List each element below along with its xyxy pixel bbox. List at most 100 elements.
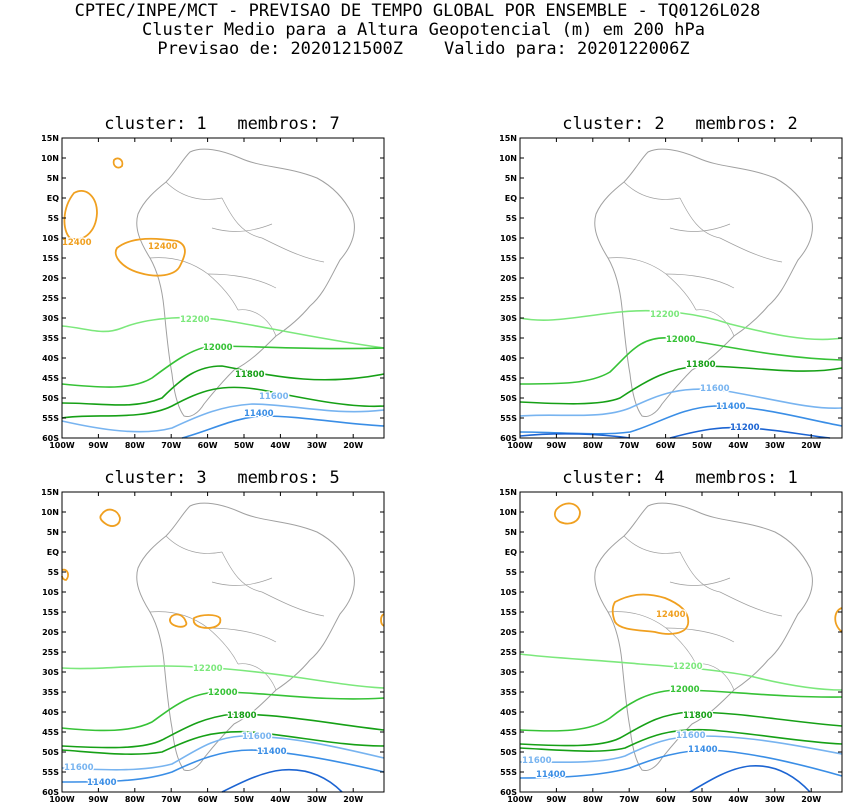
contour-12400c <box>192 614 222 629</box>
lat-tick-label: 15N <box>41 134 59 143</box>
contour-11600 <box>61 735 385 771</box>
contour-11600 <box>519 388 843 417</box>
lon-tick-label: 70W <box>619 795 639 803</box>
lat-tick-label: 45S <box>42 374 59 383</box>
lat-tick-label: 15S <box>500 254 517 263</box>
contour-12400b <box>169 613 188 628</box>
lon-tick-label: 40W <box>728 441 748 450</box>
contour-12400a <box>63 190 98 241</box>
map-panel-4: 12200 12000 11800 11600 11400 11600 1140… <box>499 488 843 803</box>
contour-label-11800: 11800 <box>683 711 713 721</box>
contour-11400 <box>181 415 385 439</box>
lat-tick-label: 60S <box>500 788 517 797</box>
country-border <box>665 627 735 691</box>
header-forecast-dates: Previsao de: 2020121500Z Valido para: 20… <box>157 39 690 59</box>
contour-12400c <box>834 607 843 633</box>
lon-tick-label: 40W <box>270 795 290 803</box>
contour-label-12000: 12000 <box>666 335 696 345</box>
lat-tick-label: 5S <box>48 214 60 223</box>
panel-1-title: cluster: 1 membros: 7 <box>104 114 340 134</box>
lat-tick-label: 40S <box>42 354 59 363</box>
map-frame <box>61 137 385 439</box>
lat-tick-label: 55S <box>500 768 517 777</box>
lat-tick-label: 30S <box>42 668 59 677</box>
lon-tick-label: 90W <box>546 441 566 450</box>
lat-tick-label: 40S <box>500 354 517 363</box>
lat-tick-label: 50S <box>500 394 517 403</box>
lat-tick-label: 10S <box>42 234 59 243</box>
map-panel-2: 12200 12000 11800 11600 11400 11200 15N 1… <box>499 134 843 450</box>
lon-tick-label: 60W <box>198 795 218 803</box>
lon-tick-label: 50W <box>692 441 712 450</box>
lat-tick-label: 45S <box>42 728 59 737</box>
contour-11800 <box>519 365 843 405</box>
contour-label-11400: 11400 <box>257 747 287 757</box>
lon-tick-label: 80W <box>125 441 145 450</box>
contour-12400b <box>611 593 690 635</box>
contour-label-12200: 12200 <box>180 315 210 325</box>
lat-tick-label: 10N <box>41 508 59 517</box>
contour-12400b <box>114 237 186 277</box>
contour-11200 <box>519 426 831 439</box>
contour-label-11600: 11600 <box>259 392 289 402</box>
lon-tick-label: 30W <box>765 441 785 450</box>
lon-tick-label: 40W <box>270 441 290 450</box>
continent-outline <box>594 502 813 771</box>
contour-label-11400-left: 11400 <box>536 770 566 780</box>
map-frame <box>61 491 385 793</box>
country-border <box>207 627 277 691</box>
contour-11200 <box>221 768 343 793</box>
high-label-12400: 12400 <box>656 610 686 620</box>
contour-label-12200: 12200 <box>673 662 703 672</box>
contour-label-11600: 11600 <box>676 731 706 741</box>
header-title: CPTEC/INPE/MCT - PREVISAO DE TEMPO GLOBA… <box>74 1 761 21</box>
contour-12400c <box>112 157 124 169</box>
contour-12400e <box>380 613 385 627</box>
lat-tick-label: 15S <box>500 608 517 617</box>
contour-lines <box>61 508 385 793</box>
lat-tick-label: 15S <box>42 254 59 263</box>
lat-tick-label: 25S <box>42 294 59 303</box>
lat-tick-label: 40S <box>42 708 59 717</box>
lon-tick-label: 30W <box>765 795 785 803</box>
contour-11600 <box>61 403 385 433</box>
contour-11800 <box>61 365 385 406</box>
lon-tick-label: 70W <box>161 795 181 803</box>
panel-2-title: cluster: 2 membros: 2 <box>562 114 798 134</box>
lat-tick-label: 50S <box>42 748 59 757</box>
lat-tick-label: 20S <box>500 274 517 283</box>
lat-tick-label: 35S <box>42 688 59 697</box>
lon-tick-label: 90W <box>88 441 108 450</box>
contour-label-12200: 12200 <box>193 664 223 674</box>
lon-tick-label: 40W <box>728 795 748 803</box>
contour-lines <box>519 502 843 793</box>
lat-tick-label: 15S <box>42 608 59 617</box>
country-border <box>623 535 721 593</box>
country-border <box>165 181 263 239</box>
coastline-map <box>594 148 813 417</box>
country-border <box>165 535 263 593</box>
country-border <box>211 577 325 617</box>
lat-tick-label: 20S <box>42 274 59 283</box>
lon-tick-label: 50W <box>234 795 254 803</box>
header-subtitle: Cluster Medio para a Altura Geopotencial… <box>142 20 705 40</box>
country-border <box>665 273 735 337</box>
lat-tick-label: 35S <box>500 688 517 697</box>
lon-tick-label: 60W <box>198 441 218 450</box>
contour-11400 <box>61 749 385 783</box>
lat-tick-label: 45S <box>500 728 517 737</box>
contour-11800 <box>519 711 843 747</box>
lat-tick-label: 5N <box>47 174 59 183</box>
lat-tick-label: 15N <box>41 488 59 497</box>
lat-tick-label: 10S <box>42 588 59 597</box>
contour-12000 <box>61 691 385 732</box>
contour-12400a <box>99 508 121 527</box>
contour-label-11400-left: 11400 <box>87 778 117 788</box>
contour-label-11600-left: 11600 <box>522 756 552 766</box>
lat-tick-label: 55S <box>42 768 59 777</box>
lon-tick-label: 80W <box>125 795 145 803</box>
contour-label-11400: 11400 <box>716 402 746 412</box>
contour-lines <box>519 309 843 439</box>
contour-11800b <box>61 730 385 755</box>
lat-tick-label: 60S <box>500 434 517 443</box>
